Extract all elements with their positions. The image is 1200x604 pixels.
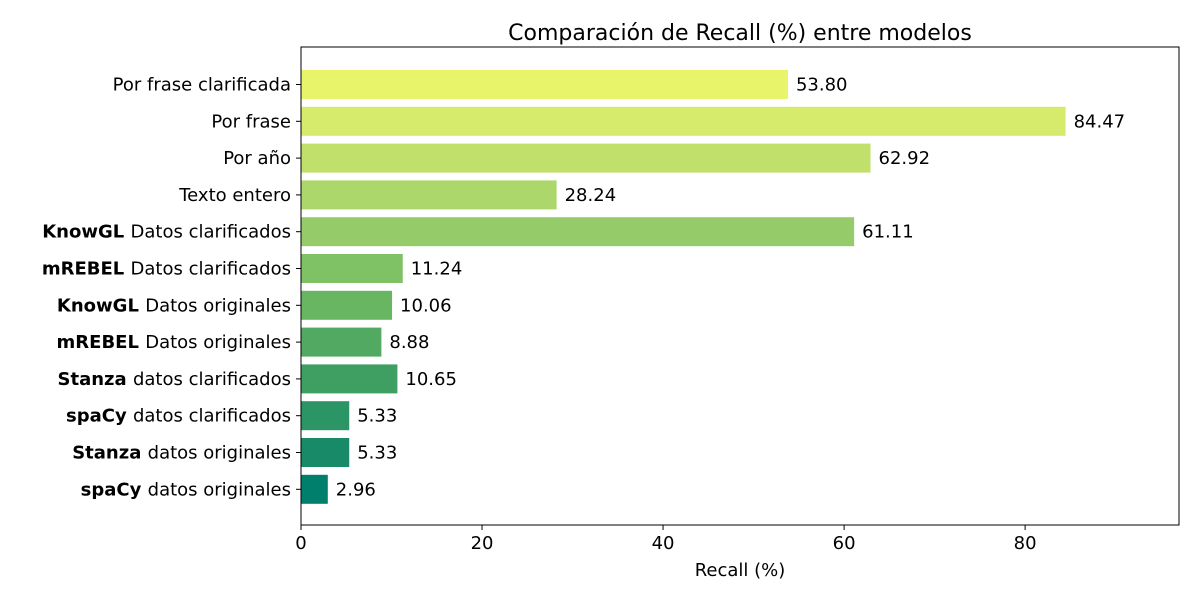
bar-1: [301, 106, 1066, 136]
value-label-1: 84.47: [1074, 111, 1126, 132]
bar-0: [301, 70, 788, 99]
category-label-bold-11: spaCy: [81, 479, 148, 500]
x-tick-label-1: 20: [471, 533, 494, 554]
value-label-7: 8.88: [389, 332, 429, 353]
bar-6: [301, 290, 393, 320]
category-label-bold-4: KnowGL: [42, 222, 130, 243]
category-label-text-2: Por año: [223, 148, 291, 169]
value-label-2: 62.92: [879, 148, 931, 169]
value-label-0: 53.80: [796, 75, 848, 96]
category-label-3: Texto entero: [178, 185, 291, 206]
category-label-text-11: datos originales: [148, 479, 291, 500]
category-label-bold-8: Stanza: [58, 369, 133, 390]
category-label-6: KnowGL Datos originales: [57, 295, 291, 316]
value-label-6: 10.06: [400, 295, 452, 316]
category-label-bold-7: mREBEL: [57, 332, 146, 353]
category-label-10: Stanza datos originales: [72, 443, 291, 464]
category-label-11: spaCy datos originales: [81, 479, 291, 500]
value-labels-layer: 53.80 84.47 62.92 28.24 61.11 11.24 10.06 8.88 1…: [336, 75, 1125, 501]
category-label-text-9: datos clarificados: [133, 406, 291, 427]
category-label-bold-9: spaCy: [66, 406, 133, 427]
category-label-9: spaCy datos clarificados: [66, 406, 291, 427]
category-label-bold-5: mREBEL: [42, 259, 131, 280]
bars-layer: [301, 70, 1066, 504]
category-label-text-7: Datos originales: [145, 332, 291, 353]
value-label-9: 5.33: [357, 406, 397, 427]
bar-7: [301, 327, 382, 357]
x-tick-label-3: 60: [833, 533, 856, 554]
x-tick-label-0: 0: [295, 533, 306, 554]
category-label-text-3: Texto entero: [178, 185, 291, 206]
x-axis-label: Recall (%): [695, 560, 786, 581]
category-label-text-1: Por frase: [211, 111, 291, 132]
chart-title: Comparación de Recall (%) entre modelos: [508, 21, 972, 46]
value-label-8: 10.65: [405, 369, 457, 390]
x-tick-label-2: 40: [652, 533, 675, 554]
value-label-3: 28.24: [565, 185, 617, 206]
category-label-bold-6: KnowGL: [57, 295, 145, 316]
category-label-2: Por año: [223, 148, 291, 169]
value-label-5: 11.24: [411, 259, 463, 280]
bar-8: [301, 364, 398, 394]
bar-9: [301, 401, 350, 431]
category-label-text-10: datos originales: [148, 443, 291, 464]
value-label-4: 61.11: [862, 222, 914, 243]
bar-2: [301, 143, 871, 173]
category-label-text-6: Datos originales: [145, 295, 291, 316]
category-label-0: Por frase clarificada: [113, 75, 291, 96]
category-label-bold-10: Stanza: [72, 443, 147, 464]
category-label-text-0: Por frase clarificada: [113, 75, 291, 96]
category-label-1: Por frase: [211, 111, 291, 132]
bar-5: [301, 254, 403, 283]
category-label-text-5: Datos clarificados: [131, 259, 291, 280]
category-label-text-8: datos clarificados: [133, 369, 291, 390]
bar-4: [301, 217, 855, 247]
bar-10: [301, 438, 350, 467]
x-tick-label-4: 80: [1014, 533, 1037, 554]
value-label-10: 5.33: [357, 443, 397, 464]
plot-frame: [300, 46, 1180, 526]
bar-11: [301, 474, 328, 504]
category-label-8: Stanza datos clarificados: [58, 369, 291, 390]
category-labels-layer: Por frase clarificada Por frase Por año Tex…: [42, 75, 291, 501]
category-label-5: mREBEL Datos clarificados: [42, 259, 291, 280]
x-axis-layer: 0 20 40 60 80: [295, 84, 1037, 554]
category-label-4: KnowGL Datos clarificados: [42, 222, 291, 243]
bar-3: [301, 180, 557, 210]
category-label-text-4: Datos clarificados: [131, 222, 291, 243]
value-label-11: 2.96: [336, 479, 376, 500]
category-label-7: mREBEL Datos originales: [57, 332, 291, 353]
